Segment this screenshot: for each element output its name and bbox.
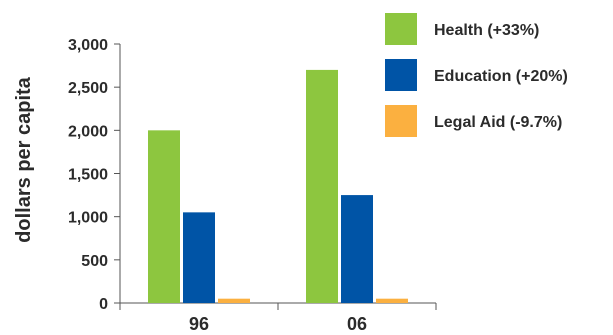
legend-swatch — [385, 105, 417, 137]
y-tick-label: 1,000 — [68, 210, 108, 227]
legend-swatch — [385, 59, 417, 91]
x-axis: 96 06 — [119, 302, 437, 334]
legend-swatch — [385, 13, 417, 45]
legend-label: Health (+33%) — [434, 22, 539, 39]
y-tick-label: 3,000 — [68, 37, 108, 54]
y-tick-label: 500 — [81, 253, 108, 270]
bar-2-06 — [341, 195, 373, 303]
y-tick-label: 2,500 — [68, 80, 108, 97]
y-tick-label: 0 — [99, 296, 108, 313]
legend-label: Education (+20%) — [434, 68, 568, 85]
bars — [148, 69, 408, 304]
bar-3-06 — [376, 298, 408, 303]
y-tick-label: 1,500 — [68, 167, 108, 184]
y-tick-label: 2,000 — [68, 123, 108, 140]
x-tick-label: 06 — [347, 314, 367, 334]
bar-1-96 — [148, 130, 180, 303]
y-axis-label: dollars per capita — [13, 76, 35, 242]
bar-3-96 — [218, 298, 250, 303]
bar-1-06 — [306, 69, 338, 304]
bar-2-96 — [183, 212, 215, 303]
legend-label: Legal Aid (-9.7%) — [434, 114, 562, 131]
legend: Health (+33%) Education (+20%) Legal Aid (… — [385, 13, 568, 137]
x-tick-label: 96 — [189, 314, 209, 334]
y-axis: 0 500 1,000 1,500 2,000 2,500 3,000 — [68, 37, 121, 313]
